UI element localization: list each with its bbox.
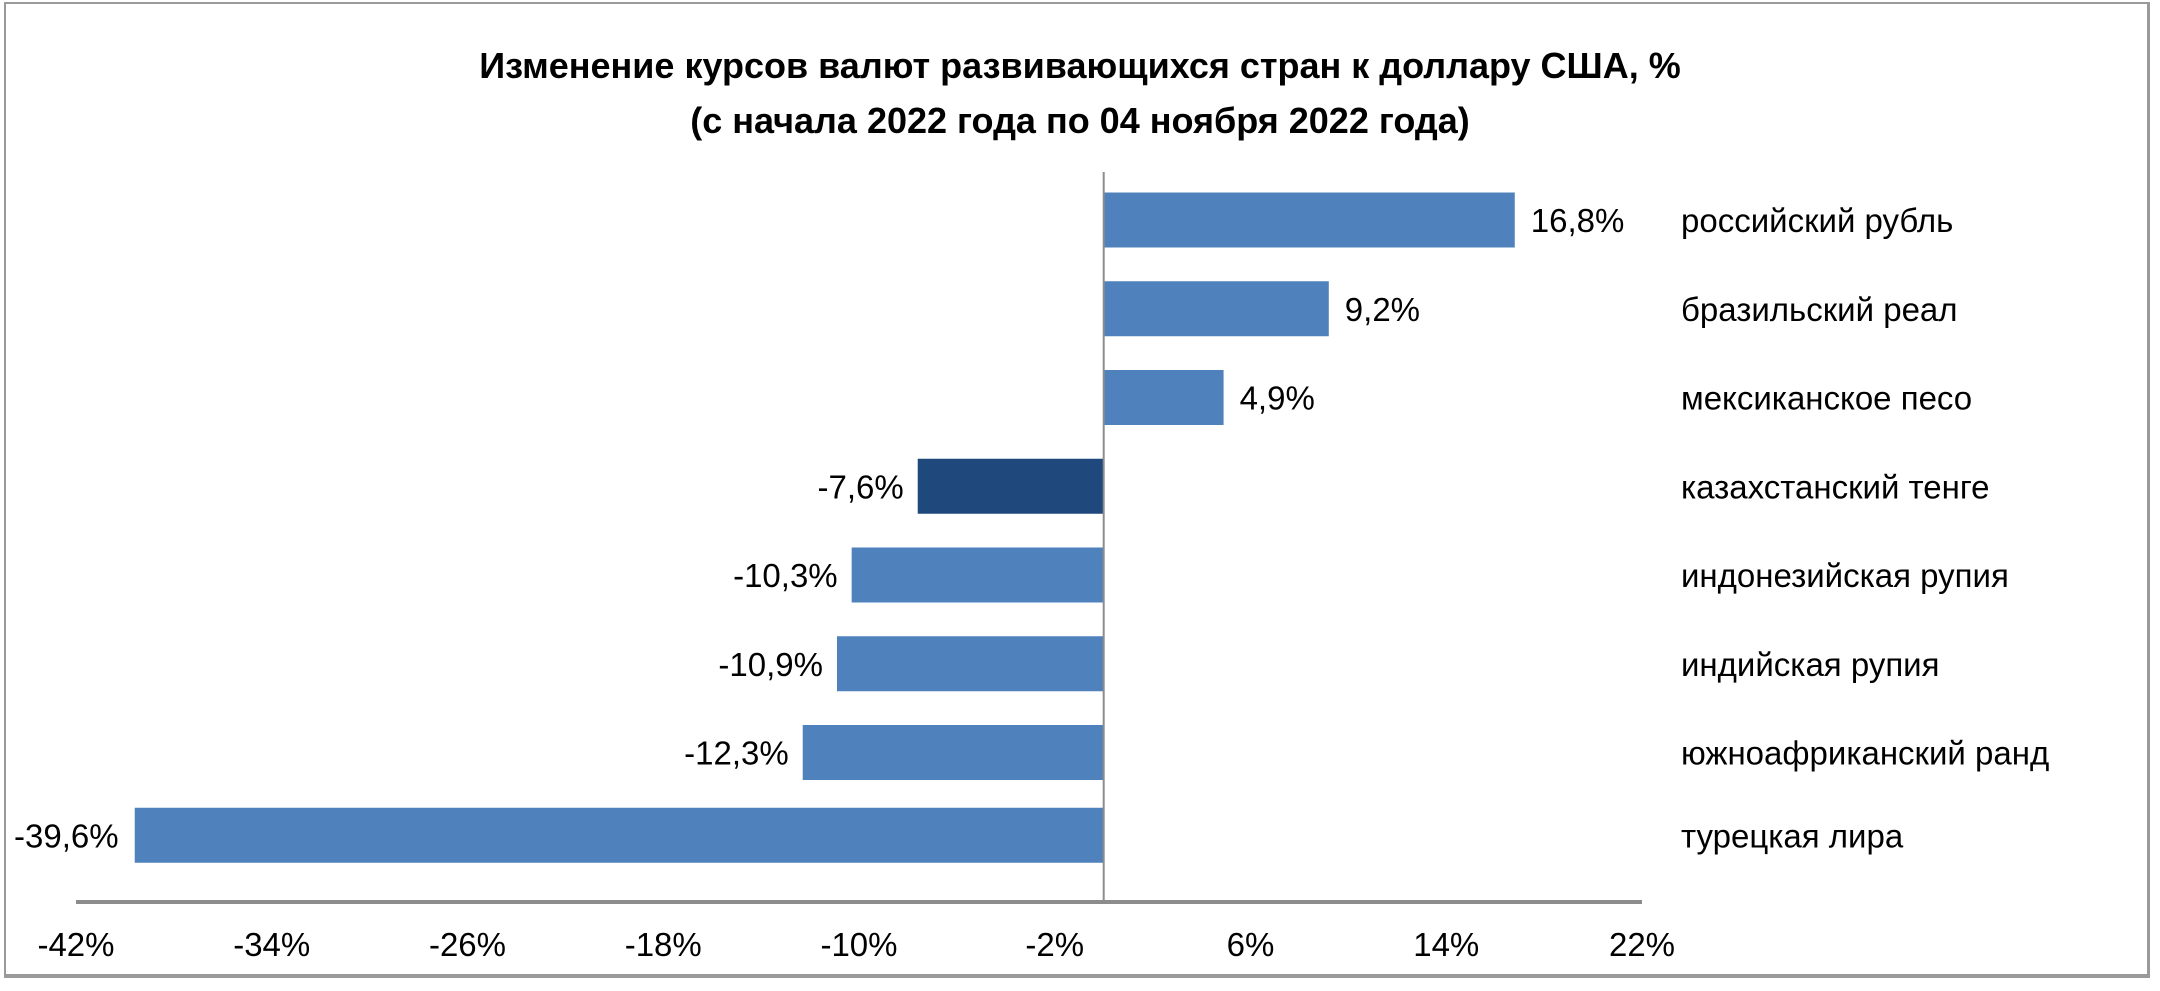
data-label: -39,6%: [14, 817, 119, 854]
bar: [802, 725, 1104, 780]
category-label: казахстанский тенге: [1681, 468, 1990, 505]
data-label: 4,9%: [1240, 380, 1315, 417]
x-tick-label: -42%: [37, 926, 114, 963]
bar: [851, 547, 1104, 603]
x-tick-label: 6%: [1227, 926, 1275, 963]
category-label: индийская рупия: [1681, 646, 1940, 683]
chart-frame: [4, 2, 2150, 978]
data-label: 16,8%: [1531, 202, 1625, 239]
data-label: -10,9%: [718, 646, 823, 683]
data-label: 9,2%: [1345, 291, 1420, 328]
x-tick-label: -18%: [625, 926, 702, 963]
data-label: -12,3%: [684, 735, 789, 772]
bar: [1103, 370, 1224, 425]
bar: [836, 636, 1104, 692]
category-label: южноафриканский ранд: [1681, 735, 2049, 772]
x-tick-label: -26%: [429, 926, 506, 963]
x-tick-label: -10%: [820, 926, 897, 963]
category-label: турецкая лира: [1681, 817, 1904, 854]
category-label: мексиканское песо: [1681, 380, 1972, 417]
x-tick-label: -2%: [1025, 926, 1084, 963]
bar: [917, 458, 1104, 514]
category-label: бразильский реал: [1681, 291, 1958, 328]
chart-subtitle: (с начала 2022 года по 04 ноября 2022 го…: [690, 100, 1469, 141]
bar: [1103, 281, 1329, 337]
data-label: -7,6%: [818, 468, 904, 505]
category-label: индонезийская рупия: [1681, 557, 2009, 594]
bar: [134, 807, 1104, 863]
chart-title: Изменение курсов валют развивающихся стр…: [479, 45, 1680, 86]
data-label: -10,3%: [733, 557, 838, 594]
x-tick-label: 22%: [1609, 926, 1675, 963]
x-tick-label: -34%: [233, 926, 310, 963]
bar: [1103, 192, 1515, 248]
category-label: российский рубль: [1681, 202, 1953, 239]
x-tick-label: 14%: [1413, 926, 1479, 963]
